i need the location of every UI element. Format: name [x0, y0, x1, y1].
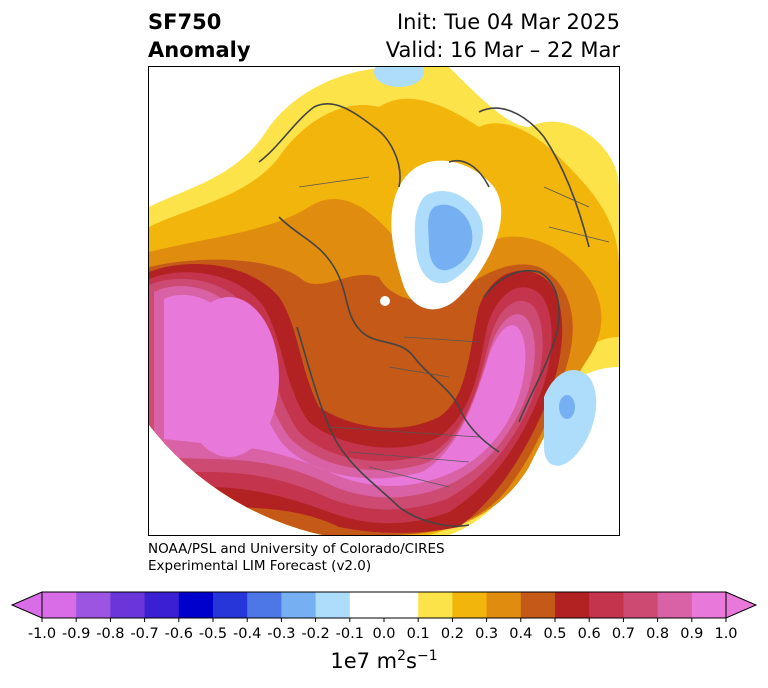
colorbar-tick-label: -0.2: [301, 626, 330, 642]
forecast-dates: Init: Tue 04 Mar 2025 Valid: 16 Mar – 22…: [386, 8, 620, 64]
credit-line-1: NOAA/PSL and University of Colorado/CIRE…: [148, 541, 445, 557]
colorbar-bin: [349, 592, 385, 618]
colorbar-tick-label: -0.1: [335, 626, 364, 642]
colorbar-bin: [589, 592, 624, 618]
colorbar-bin: [247, 592, 282, 618]
colorbar-bin: [110, 592, 146, 618]
credit-text: NOAA/PSL and University of Colorado/CIRE…: [148, 541, 445, 575]
colorbar-tick-label: 1.0: [714, 626, 738, 642]
colorbar: [10, 591, 758, 622]
colorbar-bin: [623, 592, 659, 618]
colorbar-bin: [520, 592, 556, 618]
colorbar-tick-label: 0.1: [406, 626, 430, 642]
colorbar-tick-label: -0.8: [96, 626, 125, 642]
colorbar-bin: [315, 592, 351, 618]
colorbar-tick-label: 0.6: [577, 626, 601, 642]
variable-name: SF750: [148, 10, 222, 34]
pacific-high-core: [179, 297, 279, 457]
colorbar-tick-label: -0.4: [233, 626, 262, 642]
colorbar-tick-label: 0.4: [509, 626, 533, 642]
colorbar-bin: [418, 592, 453, 618]
colorbar-tick-label: 0.5: [543, 626, 567, 642]
colorbar-tick-label: -0.7: [130, 626, 159, 642]
map-svg: [149, 67, 619, 535]
colorbar-tick-label: 0.7: [611, 626, 635, 642]
colorbar-tick-label: -0.5: [198, 626, 228, 642]
colorbar-bin: [144, 592, 180, 618]
colorbar-bin: [657, 592, 693, 618]
credit-line-2: Experimental LIM Forecast (v2.0): [148, 558, 372, 574]
colorbar-bin: [76, 592, 111, 618]
colorbar-bin: [42, 592, 77, 618]
anomaly-map: [148, 66, 620, 536]
units-exp-1: 2: [397, 648, 407, 664]
colorbar-tick-label: 0.8: [646, 626, 670, 642]
colorbar-overflow: [725, 591, 758, 619]
colorbar-tick-label: -0.6: [164, 626, 193, 642]
anomaly-label: Anomaly: [148, 38, 251, 62]
colorbar-bin: [691, 592, 727, 618]
colorbar-bin: [213, 592, 248, 618]
colorbar-units: 1e7 m2s−1: [330, 648, 437, 673]
colorbar-tick-label: -1.0: [27, 626, 57, 642]
init-date: Init: Tue 04 Mar 2025: [396, 10, 620, 34]
coastlines: [258, 102, 590, 527]
north-pacific-cold: [374, 67, 424, 87]
colorbar-tick-label: 0.3: [475, 626, 499, 642]
units-base: 1e7 m: [330, 649, 398, 673]
borders: [298, 176, 610, 488]
arctic-low-0.2: [428, 204, 473, 271]
colorbar-bin: [178, 592, 214, 618]
units-exp-2: −1: [417, 648, 438, 664]
colorbar-tick-label: -0.3: [267, 626, 296, 642]
colorbar-tick-label: -0.9: [62, 626, 91, 642]
colorbar-underflow: [10, 591, 43, 619]
colorbar-tick-label: 0.0: [372, 626, 396, 642]
colorbar-bin: [486, 592, 522, 618]
north-pole-marker: [380, 296, 390, 306]
colorbar-bin: [281, 592, 317, 618]
units-mid: s: [406, 649, 418, 673]
colorbar-tick-label: 0.2: [440, 626, 464, 642]
valid-dates: Valid: 16 Mar – 22 Mar: [385, 38, 620, 62]
colorbar-bin: [452, 592, 488, 618]
chart-title: SF750 Anomaly: [148, 8, 251, 64]
colorbar-bin: [384, 592, 419, 618]
atlantic-low-0.2: [559, 395, 575, 419]
colorbar-tick-label: 0.9: [680, 626, 704, 642]
colorbar-bin: [555, 592, 590, 618]
